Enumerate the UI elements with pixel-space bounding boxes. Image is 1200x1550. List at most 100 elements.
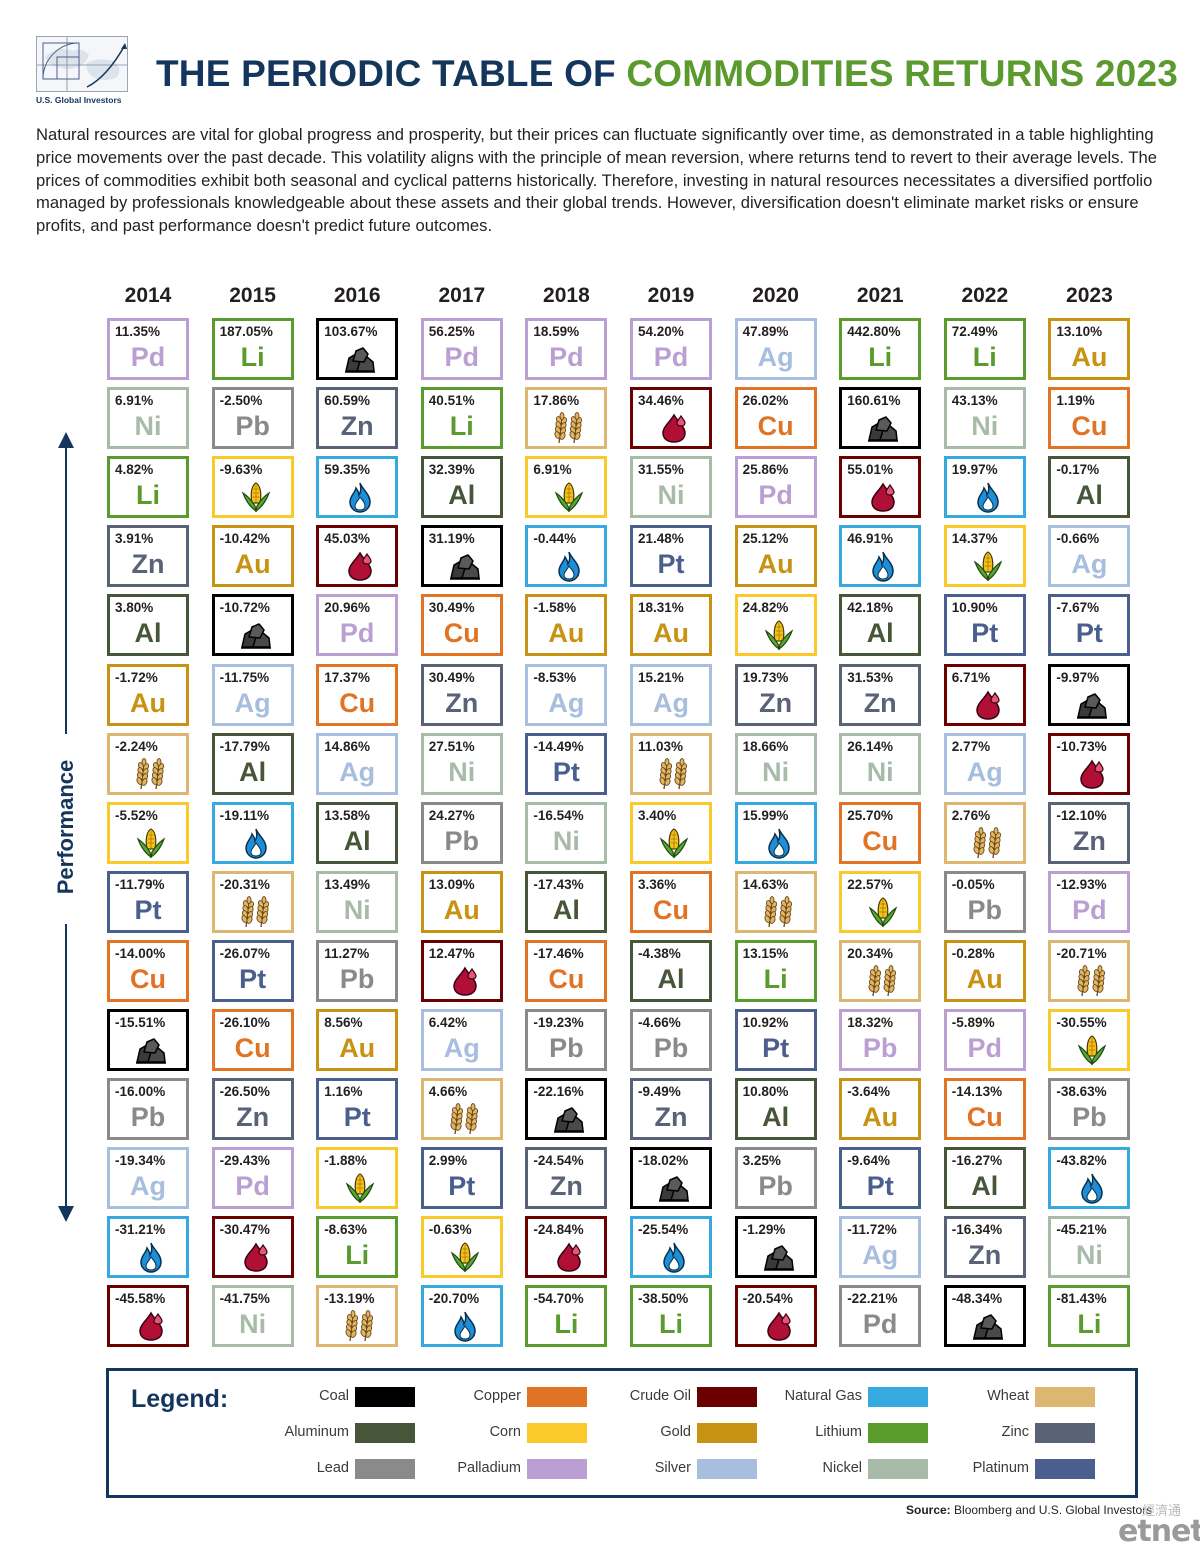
year-header: 2022 xyxy=(961,284,1009,307)
return-value: -13.19% xyxy=(324,1291,375,1307)
commodity-cell: -1.72% Au xyxy=(107,663,189,726)
legend-swatch xyxy=(697,1459,757,1479)
corn-icon xyxy=(764,620,793,651)
legend-label: Silver xyxy=(654,1460,691,1476)
element-symbol: Li xyxy=(659,1309,683,1340)
return-value: 17.86% xyxy=(533,393,580,409)
commodity-cell: 42.18% Al xyxy=(839,594,922,657)
return-value: 34.46% xyxy=(638,393,684,409)
commodity-cell: -12.10% Zn xyxy=(1048,801,1131,864)
commodity-cell: -45.21% Ni xyxy=(1048,1216,1131,1279)
corn-icon xyxy=(450,1242,480,1273)
return-value: 30.49% xyxy=(428,669,475,685)
element-symbol: Pd xyxy=(758,480,793,511)
element-symbol: Cu xyxy=(757,411,794,442)
return-value: -1.29% xyxy=(742,1222,786,1238)
flame-icon xyxy=(558,552,581,583)
element-symbol: Al xyxy=(239,756,267,787)
oil-drop-icon xyxy=(139,1311,163,1342)
commodity-cell: -8.63% Li xyxy=(316,1216,399,1279)
return-value: -10.73% xyxy=(1056,738,1107,754)
return-value: -14.00% xyxy=(115,945,166,961)
coal-icon xyxy=(240,623,271,650)
return-value: -15.51% xyxy=(115,1015,166,1030)
return-value: -17.79% xyxy=(219,738,270,754)
watermark-chinese: 經濟通 xyxy=(1142,1504,1182,1519)
commodity-cell: -0.63% xyxy=(420,1216,503,1279)
return-value: -16.27% xyxy=(951,1153,1003,1169)
element-symbol: Au xyxy=(443,894,480,925)
legend-swatch xyxy=(868,1387,928,1407)
return-value: 31.19% xyxy=(428,531,475,547)
element-symbol: Au xyxy=(966,963,1003,994)
return-value: 1.16% xyxy=(324,1084,363,1100)
return-value: -16.54% xyxy=(533,807,584,823)
commodity-cell: 59.35% xyxy=(316,456,399,519)
commodity-cell: 47.89% Ag xyxy=(734,318,817,380)
return-value: 14.63% xyxy=(742,876,789,892)
logo-mark xyxy=(36,36,128,92)
source-text: Bloomberg and U.S. Global Investors xyxy=(950,1503,1153,1517)
commodity-cell: 4.82% Li xyxy=(107,456,189,519)
return-value: 26.02% xyxy=(742,393,789,409)
return-value: 11.03% xyxy=(638,738,684,754)
year-header: 2015 xyxy=(229,284,276,307)
commodity-cell: 442.80% Li xyxy=(839,318,922,380)
legend-swatch xyxy=(527,1423,587,1443)
corn-icon xyxy=(241,482,270,513)
commodity-cell: 3.80% Al xyxy=(107,594,189,657)
commodity-cell: -9.63% xyxy=(211,456,294,519)
return-value: 43.13% xyxy=(951,393,998,409)
return-value: -22.16% xyxy=(533,1084,584,1100)
return-value: -24.84% xyxy=(533,1222,584,1238)
coal-icon xyxy=(345,347,376,373)
element-symbol: Pb xyxy=(339,963,375,994)
return-value: 6.71% xyxy=(951,669,991,685)
corn-icon xyxy=(868,897,898,928)
coal-icon xyxy=(1077,692,1108,719)
return-value: -0.44% xyxy=(533,531,577,547)
commodity-cell: -11.72% Ag xyxy=(839,1216,922,1279)
return-value: -7.67% xyxy=(1056,600,1100,616)
commodity-cell: 17.86% xyxy=(525,387,608,450)
year-header: 2020 xyxy=(752,284,799,307)
return-value: 47.89% xyxy=(742,324,789,339)
commodity-cell: 40.51% Li xyxy=(420,387,503,450)
commodity-cell: -2.50% Pb xyxy=(211,387,294,450)
return-value: -10.42% xyxy=(219,531,270,547)
return-value: 10.90% xyxy=(951,600,998,616)
return-value: -20.54% xyxy=(742,1291,793,1307)
return-value: 2.99% xyxy=(428,1153,468,1169)
return-value: 18.59% xyxy=(533,324,580,339)
element-symbol: Al xyxy=(971,1171,999,1202)
element-symbol: Ag xyxy=(966,756,1003,787)
commodity-cell: -14.49% Pt xyxy=(525,732,608,795)
element-symbol: Zn xyxy=(968,1240,1002,1271)
element-symbol: Li xyxy=(1077,1309,1102,1340)
flame-icon xyxy=(140,1243,162,1274)
return-value: 1.19% xyxy=(1056,393,1095,409)
element-symbol: Pb xyxy=(1072,1102,1107,1133)
commodity-cell: 8.56% Au xyxy=(316,1009,399,1071)
commodity-cell: 31.53% Zn xyxy=(839,663,922,726)
element-symbol: Ni xyxy=(239,1309,267,1340)
year-header: 2019 xyxy=(647,284,695,307)
commodity-cell: 18.31% Au xyxy=(630,594,712,657)
return-value: -5.89% xyxy=(951,1015,995,1030)
element-symbol: Li xyxy=(972,342,997,372)
element-symbol: Cu xyxy=(339,687,376,718)
return-value: 25.12% xyxy=(742,531,789,547)
flame-icon xyxy=(977,482,999,513)
title-part-1: THE PERIODIC TABLE OF xyxy=(156,53,627,94)
element-symbol: Cu xyxy=(862,825,899,856)
return-value: -20.31% xyxy=(219,876,270,892)
commodity-cell: -14.00% Cu xyxy=(107,939,189,1002)
element-symbol: Pd xyxy=(339,618,375,649)
element-symbol: Al xyxy=(1075,480,1103,511)
axis-line-top xyxy=(65,442,67,734)
element-symbol: Ni xyxy=(762,756,790,787)
legend-swatch xyxy=(355,1387,415,1407)
commodity-cell: 13.10% Au xyxy=(1048,318,1131,380)
return-value: -2.24% xyxy=(115,738,158,754)
return-value: -0.63% xyxy=(428,1222,472,1238)
